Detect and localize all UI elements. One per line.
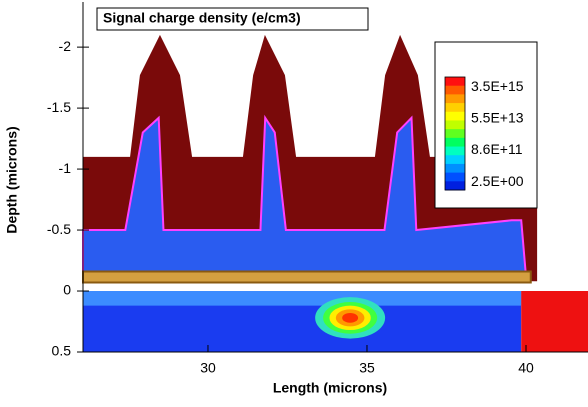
legend-swatch	[445, 137, 465, 148]
legend-label: 3.5E+15	[471, 78, 524, 94]
x-axis-label: Length (microns)	[273, 380, 387, 396]
region	[83, 291, 522, 306]
legend-label: 8.6E+11	[471, 141, 523, 157]
y-tick-label: -2	[59, 38, 72, 54]
legend-swatch	[445, 77, 465, 87]
y-axis-label: Depth (microns)	[4, 126, 20, 233]
legend-swatch	[445, 120, 465, 130]
x-tick-label: 40	[518, 360, 534, 376]
legend-swatch	[445, 163, 465, 174]
legend-bar-frame	[444, 76, 466, 191]
legend-swatch	[445, 111, 465, 121]
legend-swatch	[445, 103, 465, 113]
region	[521, 291, 588, 352]
title-box	[96, 7, 369, 31]
y-tick-label: -1	[59, 160, 72, 176]
region	[82, 114, 528, 278]
y-tick-label: -1.5	[47, 99, 71, 115]
y-tick-label: 0	[63, 282, 71, 298]
legend-swatch	[445, 85, 465, 95]
x-tick-label: 35	[359, 360, 375, 376]
region	[83, 34, 538, 282]
legend-swatch	[445, 94, 465, 104]
legend-label: 2.5E+00	[471, 173, 524, 189]
region	[83, 291, 522, 352]
legend-label: 5.5E+13	[471, 110, 524, 126]
legend-swatch	[445, 146, 465, 156]
plot-area	[82, 34, 588, 352]
y-tick-label: -0.5	[47, 221, 71, 237]
legend-swatch	[445, 129, 465, 139]
y-tick-label: 0.5	[52, 343, 72, 359]
x-tick-label: 30	[200, 360, 216, 376]
region	[82, 270, 532, 284]
legend-swatch	[445, 155, 465, 165]
contour-spot	[342, 312, 359, 323]
legend-swatch	[445, 181, 465, 191]
legend-swatch	[445, 172, 465, 182]
chart-title: Signal charge density (e/cm3)	[103, 10, 301, 26]
